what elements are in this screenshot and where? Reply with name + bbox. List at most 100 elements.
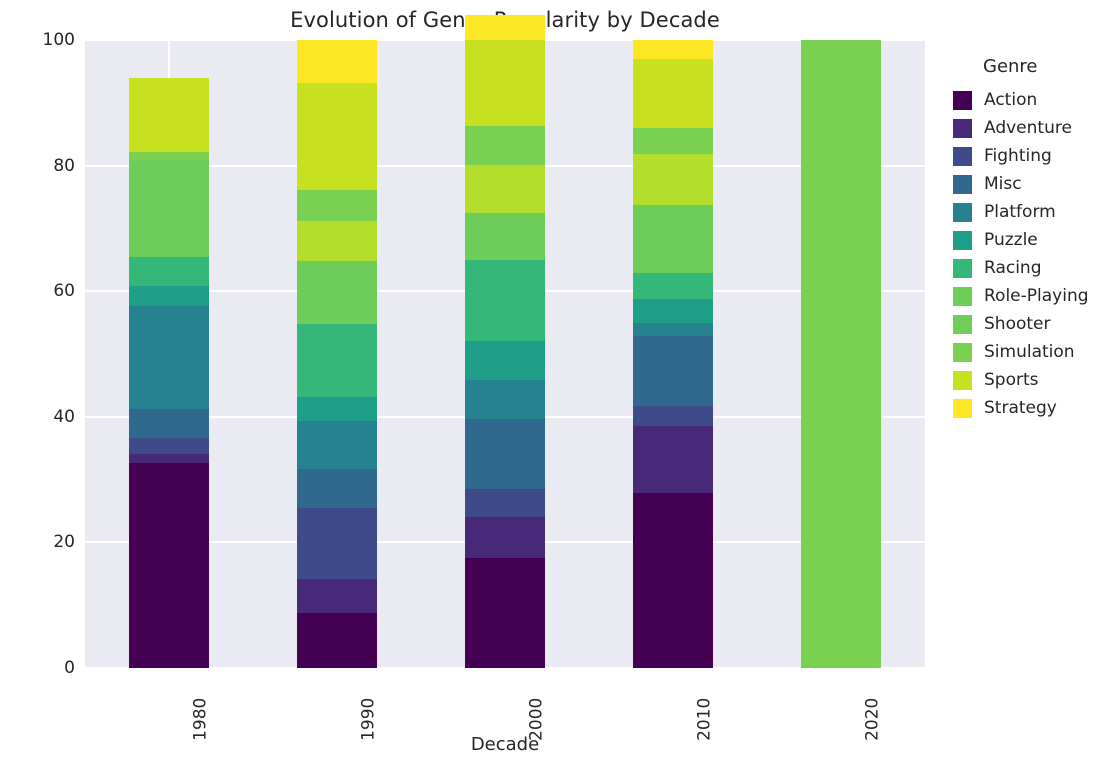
legend-item-role-playing[interactable]: Role-Playing bbox=[953, 282, 1089, 310]
bar-segment[interactable] bbox=[128, 437, 210, 454]
legend-entries: Action Adventure Fighting Misc Platform Puzzl… bbox=[953, 86, 1089, 422]
legend-color-swatch bbox=[953, 370, 972, 390]
bar-segment[interactable] bbox=[128, 453, 210, 464]
bar-segment[interactable] bbox=[632, 154, 714, 205]
bar-segment[interactable] bbox=[296, 420, 378, 469]
bar-segment[interactable] bbox=[128, 256, 210, 286]
legend-item-label: Shooter bbox=[984, 314, 1051, 334]
legend: Genre Action Adventure Fighting Misc Platfor… bbox=[953, 56, 1089, 422]
legend-item-strategy[interactable]: Strategy bbox=[953, 394, 1089, 422]
bar-segment[interactable] bbox=[464, 14, 546, 40]
bar-group[interactable] bbox=[632, 40, 714, 668]
bar-segment[interactable] bbox=[632, 40, 714, 60]
bar-group[interactable] bbox=[128, 40, 210, 668]
legend-color-swatch bbox=[953, 118, 972, 138]
bar-segment[interactable] bbox=[632, 336, 714, 407]
bar-segment[interactable] bbox=[128, 463, 210, 668]
legend-color-swatch bbox=[953, 314, 972, 334]
bar-group[interactable] bbox=[464, 14, 546, 668]
bar-segment[interactable] bbox=[632, 59, 714, 128]
legend-color-swatch bbox=[953, 258, 972, 278]
bar-segment[interactable] bbox=[296, 397, 378, 421]
legend-item-misc[interactable]: Misc bbox=[953, 170, 1089, 198]
bar-segment[interactable] bbox=[632, 322, 714, 337]
legend-color-swatch bbox=[953, 146, 972, 166]
bar-segment[interactable] bbox=[632, 272, 714, 299]
legend-color-swatch bbox=[953, 90, 972, 110]
bar-segment[interactable] bbox=[632, 493, 714, 668]
legend-item-label: Puzzle bbox=[984, 230, 1038, 250]
bar-segment[interactable] bbox=[296, 323, 378, 398]
bar-segment[interactable] bbox=[632, 425, 714, 494]
bar-segment[interactable] bbox=[128, 159, 210, 257]
bar-segment[interactable] bbox=[800, 40, 882, 668]
legend-item-label: Platform bbox=[984, 202, 1056, 222]
legend-item-label: Strategy bbox=[984, 398, 1057, 418]
bar-segment[interactable] bbox=[296, 40, 378, 84]
bar-segment[interactable] bbox=[296, 612, 378, 668]
x-axis-tick-label: 1990 bbox=[358, 697, 379, 741]
legend-item-simulation[interactable]: Simulation bbox=[953, 338, 1089, 366]
bar-segment[interactable] bbox=[464, 418, 546, 489]
bar-segment[interactable] bbox=[632, 127, 714, 155]
bar-segment[interactable] bbox=[632, 406, 714, 426]
y-axis-tick-label: 80 bbox=[53, 155, 75, 176]
bar-segment[interactable] bbox=[296, 83, 378, 191]
bar-segment[interactable] bbox=[464, 40, 546, 127]
y-axis-tick-label: 0 bbox=[64, 658, 75, 678]
legend-item-label: Misc bbox=[984, 174, 1022, 194]
legend-item-label: Role-Playing bbox=[984, 286, 1089, 306]
legend-item-platform[interactable]: Platform bbox=[953, 198, 1089, 226]
bar-segment[interactable] bbox=[128, 151, 210, 160]
bar-segment[interactable] bbox=[464, 489, 546, 518]
y-axis-tick-label: 20 bbox=[53, 532, 75, 553]
legend-color-swatch bbox=[953, 342, 972, 362]
bar-group[interactable] bbox=[296, 40, 378, 668]
bar-segment[interactable] bbox=[296, 508, 378, 579]
legend-item-puzzle[interactable]: Puzzle bbox=[953, 226, 1089, 254]
legend-item-fighting[interactable]: Fighting bbox=[953, 142, 1089, 170]
bar-segment[interactable] bbox=[296, 578, 378, 613]
legend-item-sports[interactable]: Sports bbox=[953, 366, 1089, 394]
bar-segment[interactable] bbox=[296, 468, 378, 509]
bar-segment[interactable] bbox=[464, 558, 546, 668]
legend-item-adventure[interactable]: Adventure bbox=[953, 114, 1089, 142]
legend-item-action[interactable]: Action bbox=[953, 86, 1089, 114]
bar-segment[interactable] bbox=[632, 298, 714, 323]
plot-area bbox=[85, 14, 925, 669]
bar-segment[interactable] bbox=[296, 220, 378, 262]
legend-color-swatch bbox=[953, 286, 972, 306]
bar-segment[interactable] bbox=[464, 126, 546, 165]
bars-layer bbox=[85, 14, 925, 668]
bar-segment[interactable] bbox=[296, 190, 378, 221]
bar-segment[interactable] bbox=[464, 213, 546, 261]
bar-segment[interactable] bbox=[464, 379, 546, 419]
legend-item-label: Fighting bbox=[984, 146, 1052, 166]
legend-item-shooter[interactable]: Shooter bbox=[953, 310, 1089, 338]
bar-segment[interactable] bbox=[296, 261, 378, 324]
legend-title: Genre bbox=[983, 56, 1038, 77]
legend-item-racing[interactable]: Racing bbox=[953, 254, 1089, 282]
legend-item-label: Simulation bbox=[984, 342, 1075, 362]
bar-group[interactable] bbox=[800, 40, 882, 668]
legend-color-swatch bbox=[953, 202, 972, 222]
legend-color-swatch bbox=[953, 230, 972, 250]
legend-color-swatch bbox=[953, 398, 972, 418]
x-axis-tick-label: 2020 bbox=[862, 697, 883, 741]
bar-segment[interactable] bbox=[128, 285, 210, 307]
legend-item-label: Racing bbox=[984, 258, 1042, 278]
bar-segment[interactable] bbox=[464, 517, 546, 559]
legend-item-label: Adventure bbox=[984, 118, 1072, 138]
bar-segment[interactable] bbox=[632, 204, 714, 273]
y-axis-tick-label: 100 bbox=[42, 30, 75, 50]
legend-color-swatch bbox=[953, 174, 972, 194]
x-axis-tick-label: 1980 bbox=[190, 697, 211, 741]
bar-segment[interactable] bbox=[128, 77, 210, 152]
bar-segment[interactable] bbox=[464, 164, 546, 214]
y-axis-tick-label: 40 bbox=[53, 406, 75, 427]
bar-segment[interactable] bbox=[464, 260, 546, 341]
bar-segment[interactable] bbox=[464, 340, 546, 380]
bar-segment[interactable] bbox=[128, 306, 210, 410]
bar-segment[interactable] bbox=[128, 409, 210, 438]
